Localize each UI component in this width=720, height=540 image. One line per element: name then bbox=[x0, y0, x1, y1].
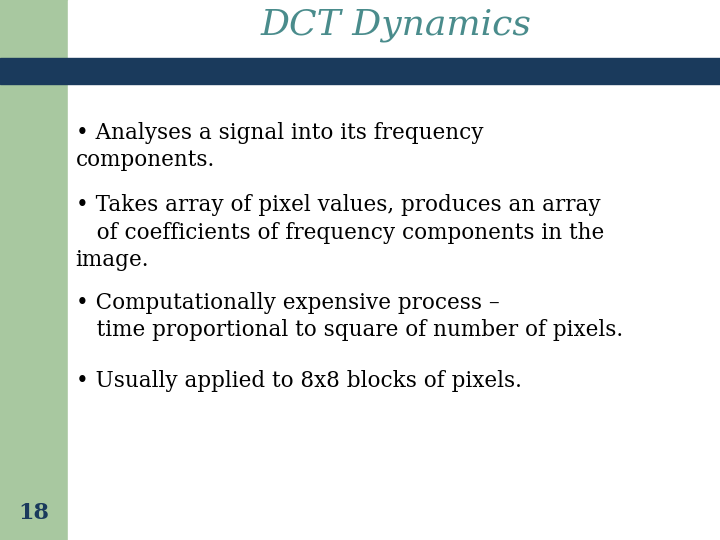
FancyBboxPatch shape bbox=[68, 0, 720, 540]
Bar bbox=[0, 0, 266, 89]
Text: • Computationally expensive process –
   time proportional to square of number o: • Computationally expensive process – ti… bbox=[76, 292, 623, 341]
Text: • Takes array of pixel values, produces an array
   of coefficients of frequency: • Takes array of pixel values, produces … bbox=[76, 194, 604, 271]
Text: DCT Dynamics: DCT Dynamics bbox=[261, 9, 531, 42]
Text: • Usually applied to 8x8 blocks of pixels.: • Usually applied to 8x8 blocks of pixel… bbox=[76, 370, 521, 392]
Bar bbox=[0, 0, 68, 540]
Bar bbox=[0, 58, 720, 84]
Text: 18: 18 bbox=[18, 502, 50, 524]
Text: • Analyses a signal into its frequency
components.: • Analyses a signal into its frequency c… bbox=[76, 122, 483, 171]
